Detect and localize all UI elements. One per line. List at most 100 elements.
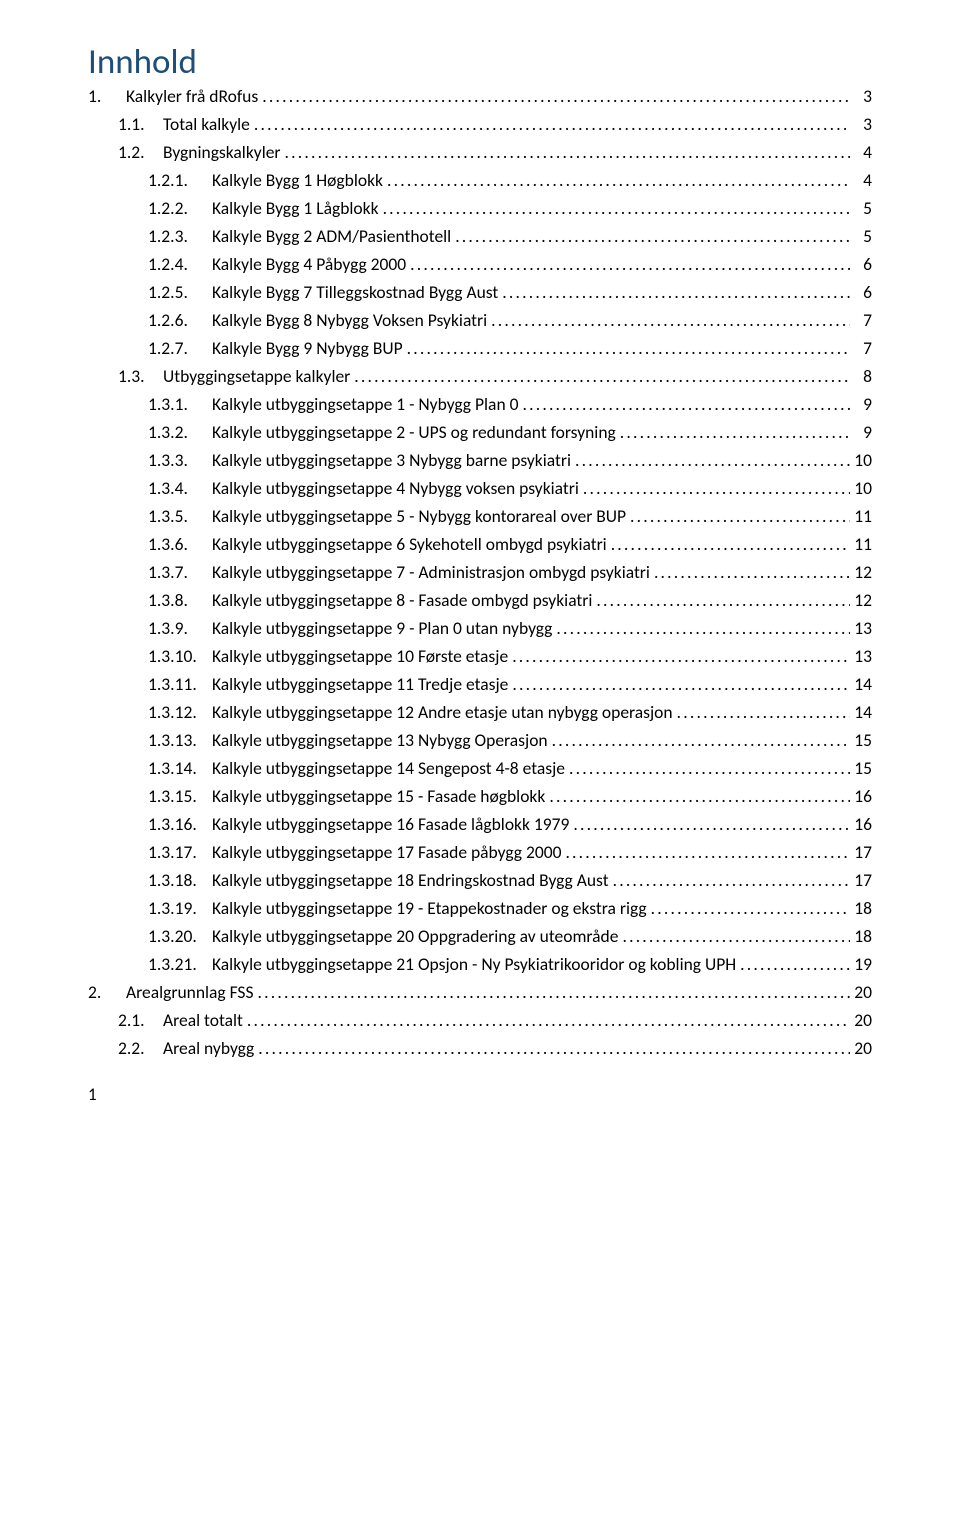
toc-entry[interactable]: 1.3.12.Kalkyle utbyggingsetappe 12 Andre… xyxy=(88,704,872,722)
toc-entry-number: 1.3.4. xyxy=(148,480,212,498)
toc-entry-label: Kalkyle Bygg 8 Nybygg Voksen Psykiatri xyxy=(212,312,487,330)
toc-entry-number: 2.2. xyxy=(118,1040,163,1058)
toc-entry[interactable]: 1.3.7.Kalkyle utbyggingsetappe 7 - Admin… xyxy=(88,564,872,582)
toc-leader-dots xyxy=(611,536,850,554)
toc-entry-label: Kalkyle utbyggingsetappe 12 Andre etasje… xyxy=(212,704,673,722)
toc-entry[interactable]: 1.1.Total kalkyle3 xyxy=(88,116,872,134)
toc-entry-page: 9 xyxy=(852,396,872,414)
toc-entry-number: 1.3.9. xyxy=(148,620,212,638)
toc-entry[interactable]: 1.3.16.Kalkyle utbyggingsetappe 16 Fasad… xyxy=(88,816,872,834)
toc-leader-dots xyxy=(596,592,850,610)
toc-entry[interactable]: 1.3.6.Kalkyle utbyggingsetappe 6 Sykehot… xyxy=(88,536,872,554)
toc-leader-dots xyxy=(556,620,850,638)
toc-entry-page: 7 xyxy=(852,312,872,330)
toc-entry-page: 15 xyxy=(852,760,872,778)
toc-entry[interactable]: 1.3.4.Kalkyle utbyggingsetappe 4 Nybygg … xyxy=(88,480,872,498)
toc-title: Innhold xyxy=(88,45,872,80)
toc-entry-page: 12 xyxy=(852,592,872,610)
toc-entry[interactable]: 1.3.19.Kalkyle utbyggingsetappe 19 - Eta… xyxy=(88,900,872,918)
toc-entry-number: 1.3.5. xyxy=(148,508,212,526)
toc-leader-dots xyxy=(740,956,850,974)
toc-entry[interactable]: 1.3.8.Kalkyle utbyggingsetappe 8 - Fasad… xyxy=(88,592,872,610)
toc-leader-dots xyxy=(285,144,850,162)
toc-entry[interactable]: 1.2.6.Kalkyle Bygg 8 Nybygg Voksen Psyki… xyxy=(88,312,872,330)
toc-entry-number: 1.3.12. xyxy=(148,704,212,722)
toc-entry-number: 1.3.3. xyxy=(148,452,212,470)
toc-entry[interactable]: 1.2.5.Kalkyle Bygg 7 Tilleggskostnad Byg… xyxy=(88,284,872,302)
toc-entry[interactable]: 1.2.1.Kalkyle Bygg 1 Høgblokk4 xyxy=(88,172,872,190)
toc-entry-number: 1.2. xyxy=(118,144,163,162)
toc-entry[interactable]: 1.3.14.Kalkyle utbyggingsetappe 14 Senge… xyxy=(88,760,872,778)
toc-entry-number: 1.2.2. xyxy=(148,200,212,218)
toc-entry[interactable]: 1.3.17.Kalkyle utbyggingsetappe 17 Fasad… xyxy=(88,844,872,862)
toc-entry-label: Kalkyle utbyggingsetappe 11 Tredje etasj… xyxy=(212,676,508,694)
toc-entry-label: Kalkyle utbyggingsetappe 14 Sengepost 4-… xyxy=(212,760,565,778)
toc-entry-page: 6 xyxy=(852,256,872,274)
toc-entry[interactable]: 1.3.11.Kalkyle utbyggingsetappe 11 Tredj… xyxy=(88,676,872,694)
toc-entry[interactable]: 1.3.10.Kalkyle utbyggingsetappe 10 Først… xyxy=(88,648,872,666)
toc-entry-label: Arealgrunnlag FSS xyxy=(126,984,254,1002)
toc-entry-label: Kalkyle utbyggingsetappe 3 Nybygg barne … xyxy=(212,452,571,470)
toc-entry-number: 1.1. xyxy=(118,116,163,134)
toc-entry[interactable]: 1.3.Utbyggingsetappe kalkyler8 xyxy=(88,368,872,386)
toc-entry-label: Kalkyle Bygg 9 Nybygg BUP xyxy=(212,340,403,358)
toc-entry-label: Areal nybygg xyxy=(163,1040,254,1058)
toc-entry[interactable]: 1.3.13.Kalkyle utbyggingsetappe 13 Nybyg… xyxy=(88,732,872,750)
toc-entry-label: Kalkyler frå dRofus xyxy=(126,88,258,106)
toc-entry-page: 17 xyxy=(852,872,872,890)
toc-leader-dots xyxy=(410,256,850,274)
toc-entry-label: Kalkyle utbyggingsetappe 20 Oppgradering… xyxy=(212,928,618,946)
toc-entry[interactable]: 1.2.3.Kalkyle Bygg 2 ADM/Pasienthotell5 xyxy=(88,228,872,246)
toc-leader-dots xyxy=(620,424,850,442)
toc-entry[interactable]: 2.Arealgrunnlag FSS20 xyxy=(88,984,872,1002)
toc-entry[interactable]: 1.2.Bygningskalkyler4 xyxy=(88,144,872,162)
toc-entry[interactable]: 1.Kalkyler frå dRofus3 xyxy=(88,88,872,106)
toc-leader-dots xyxy=(569,760,850,778)
toc-entry-label: Kalkyle utbyggingsetappe 5 - Nybygg kont… xyxy=(212,508,626,526)
toc-entry[interactable]: 2.2.Areal nybygg 20 xyxy=(88,1040,872,1058)
toc-entry[interactable]: 1.2.2.Kalkyle Bygg 1 Lågblokk5 xyxy=(88,200,872,218)
toc-entry[interactable]: 1.3.15.Kalkyle utbyggingsetappe 15 - Fas… xyxy=(88,788,872,806)
toc-entry[interactable]: 1.2.4.Kalkyle Bygg 4 Påbygg 20006 xyxy=(88,256,872,274)
toc-entry-number: 1. xyxy=(88,88,126,106)
toc-leader-dots xyxy=(491,312,850,330)
toc-leader-dots xyxy=(622,928,850,946)
toc-entry-number: 1.2.7. xyxy=(148,340,212,358)
toc-entry-number: 1.2.1. xyxy=(148,172,212,190)
toc-entry[interactable]: 1.3.18.Kalkyle utbyggingsetappe 18 Endri… xyxy=(88,872,872,890)
toc-entry[interactable]: 2.1.Areal totalt20 xyxy=(88,1012,872,1030)
toc-entry-number: 1.3.15. xyxy=(148,788,212,806)
toc-entry-number: 1.3.8. xyxy=(148,592,212,610)
toc-entry-page: 10 xyxy=(852,452,872,470)
toc-leader-dots xyxy=(354,368,850,386)
toc-entry-page: 19 xyxy=(852,956,872,974)
toc-leader-dots xyxy=(583,480,850,498)
toc-entry-label: Kalkyle utbyggingsetappe 7 - Administras… xyxy=(212,564,650,582)
toc-entry[interactable]: 1.3.3.Kalkyle utbyggingsetappe 3 Nybygg … xyxy=(88,452,872,470)
toc-entry[interactable]: 1.3.1.Kalkyle utbyggingsetappe 1 - Nybyg… xyxy=(88,396,872,414)
toc-entry-label: Kalkyle Bygg 2 ADM/Pasienthotell xyxy=(212,228,451,246)
toc-entry-number: 1.3.11. xyxy=(148,676,212,694)
toc-entry[interactable]: 1.3.2.Kalkyle utbyggingsetappe 2 - UPS o… xyxy=(88,424,872,442)
toc-entry[interactable]: 1.2.7.Kalkyle Bygg 9 Nybygg BUP7 xyxy=(88,340,872,358)
toc-entry-label: Kalkyle Bygg 1 Høgblokk xyxy=(212,172,383,190)
toc-leader-dots xyxy=(387,172,850,190)
toc-entry-page: 13 xyxy=(852,620,872,638)
toc-entry-page: 13 xyxy=(852,648,872,666)
toc-entry[interactable]: 1.3.21.Kalkyle utbyggingsetappe 21 Opsjo… xyxy=(88,956,872,974)
toc-entry-label: Kalkyle utbyggingsetappe 17 Fasade påbyg… xyxy=(212,844,561,862)
toc-leader-dots xyxy=(651,900,850,918)
toc-entry[interactable]: 1.3.5.Kalkyle utbyggingsetappe 5 - Nybyg… xyxy=(88,508,872,526)
toc-entry-page: 11 xyxy=(852,536,872,554)
toc-entry-page: 17 xyxy=(852,844,872,862)
toc-entry[interactable]: 1.3.9.Kalkyle utbyggingsetappe 9 - Plan … xyxy=(88,620,872,638)
toc-leader-dots xyxy=(383,200,850,218)
toc-entry-number: 1.3.6. xyxy=(148,536,212,554)
toc-entry-label: Kalkyle utbyggingsetappe 16 Fasade lågbl… xyxy=(212,816,569,834)
toc-entry-label: Areal totalt xyxy=(163,1012,243,1030)
toc-entry-page: 20 xyxy=(852,1040,872,1058)
toc-entry-label: Kalkyle Bygg 4 Påbygg 2000 xyxy=(212,256,406,274)
toc-entry-page: 16 xyxy=(852,788,872,806)
toc-entry[interactable]: 1.3.20.Kalkyle utbyggingsetappe 20 Oppgr… xyxy=(88,928,872,946)
toc-entry-page: 16 xyxy=(852,816,872,834)
